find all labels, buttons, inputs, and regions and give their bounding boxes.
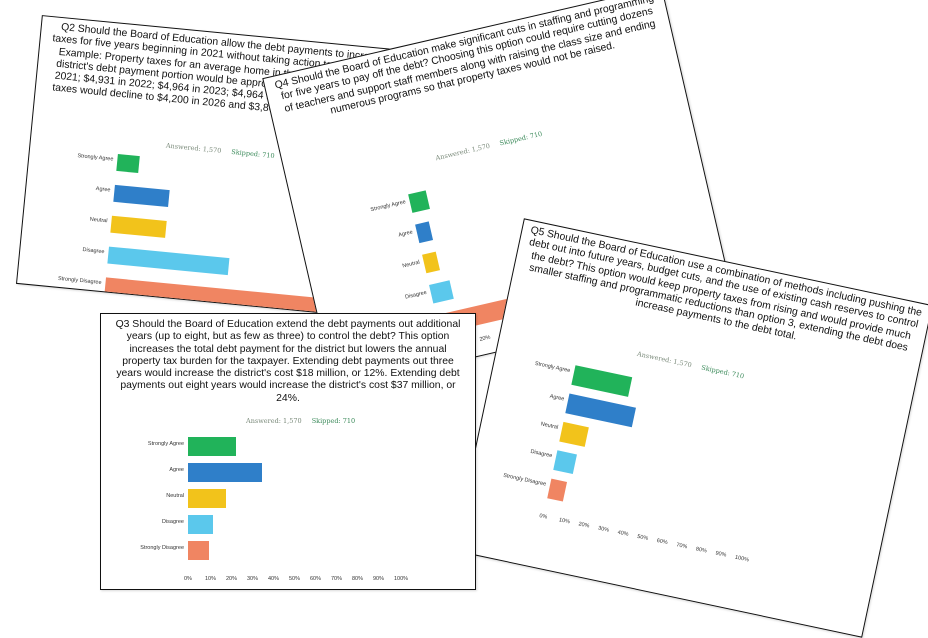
category-label: Disagree	[161, 518, 184, 525]
x-tick-label: 40%	[616, 529, 630, 538]
x-tick-label: 100%	[734, 554, 750, 564]
bar-agree	[188, 463, 262, 482]
category-label: Strongly Agree	[369, 198, 407, 213]
x-tick-label: 70%	[675, 542, 688, 551]
category-label: Neutral	[401, 259, 421, 269]
survey-card-q5: Q5 Should the Board of Education use a c…	[453, 218, 928, 638]
category-label: Neutral	[89, 216, 108, 224]
bar-strongly-agree	[188, 437, 237, 456]
bar-neutral	[188, 489, 226, 508]
category-label: Disagree	[529, 448, 553, 460]
bar-strongly-disagree	[547, 478, 568, 502]
category-label: Agree	[397, 228, 414, 239]
x-tick-label: 20%	[577, 521, 590, 530]
x-tick-label: 40%	[268, 576, 280, 582]
skipped-count: Skipped: 710	[498, 129, 543, 148]
answered-count: Answered: 1,570	[636, 349, 693, 370]
category-label: Strongly Disagree	[140, 544, 184, 551]
bar-agree	[415, 221, 434, 244]
bar-strongly-agree	[116, 153, 140, 174]
category-label: Agree	[95, 185, 111, 193]
category-label: Agree	[169, 466, 184, 473]
question-text: Q4 Should the Board of Education make si…	[273, 0, 657, 117]
category-label: Strongly Agree	[534, 360, 571, 375]
category-label: Strongly Agree	[147, 440, 184, 447]
survey-card-q3: Q3 Should the Board of Education extend …	[100, 313, 476, 590]
x-tick-label: 0%	[99, 298, 108, 306]
x-tick-label: 80%	[352, 576, 364, 582]
x-tick-label: 0%	[538, 513, 548, 521]
x-tick-label: 100%	[394, 576, 409, 582]
bar-disagree	[553, 450, 577, 475]
bar-disagree	[429, 280, 454, 304]
category-label: Neutral	[166, 492, 184, 499]
category-label: Agree	[549, 393, 565, 403]
bar-agree	[565, 393, 636, 428]
bar-neutral	[422, 251, 441, 274]
category-label: Neutral	[540, 421, 559, 431]
x-tick-label: 70%	[331, 576, 343, 582]
bar-strongly-agree	[408, 190, 431, 213]
x-tick-label: 90%	[714, 550, 727, 559]
category-label: Strongly Disagree	[57, 275, 102, 286]
response-counts: Answered: 1,570 Skipped: 710	[246, 417, 355, 425]
bar-neutral	[110, 215, 167, 238]
answered-count: Answered: 1,570	[165, 141, 222, 155]
skipped-count: Skipped: 710	[230, 147, 275, 161]
x-tick-label: 60%	[310, 576, 322, 582]
category-label: Strongly Disagree	[502, 472, 547, 488]
x-tick-label: 80%	[695, 546, 708, 555]
bar-disagree	[107, 246, 230, 276]
response-counts: Answered: 1,570 Skipped: 710	[435, 130, 543, 162]
response-counts: Answered: 1,570 Skipped: 710	[166, 142, 275, 160]
skipped-count: Skipped: 710	[700, 363, 745, 381]
x-tick-label: 30%	[597, 525, 610, 534]
bar-strongly-agree	[571, 365, 633, 397]
x-tick-label: 0%	[184, 576, 192, 582]
x-tick-label: 30%	[247, 576, 259, 582]
bar-strongly-disagree	[188, 541, 209, 560]
x-tick-label: 50%	[636, 533, 649, 542]
bar-disagree	[188, 515, 214, 534]
x-tick-label: 60%	[656, 537, 669, 547]
x-tick-label: 20%	[226, 576, 238, 582]
category-label: Disagree	[82, 246, 105, 255]
bar-agree	[113, 184, 170, 208]
x-tick-label: 10%	[205, 576, 217, 582]
question-text: Q3 Should the Board of Education extend …	[115, 319, 461, 404]
skipped-count: Skipped: 710	[311, 417, 356, 425]
x-tick-label: 20%	[479, 334, 492, 343]
answered-count: Answered: 1,570	[246, 417, 302, 425]
x-tick-label: 90%	[373, 576, 385, 582]
x-tick-label: 10%	[558, 517, 571, 526]
bar-neutral	[559, 421, 589, 447]
x-tick-label: 50%	[289, 576, 301, 582]
answered-count: Answered: 1,570	[434, 141, 491, 163]
category-label: Strongly Agree	[77, 152, 114, 163]
response-counts: Answered: 1,570 Skipped: 710	[636, 350, 744, 381]
